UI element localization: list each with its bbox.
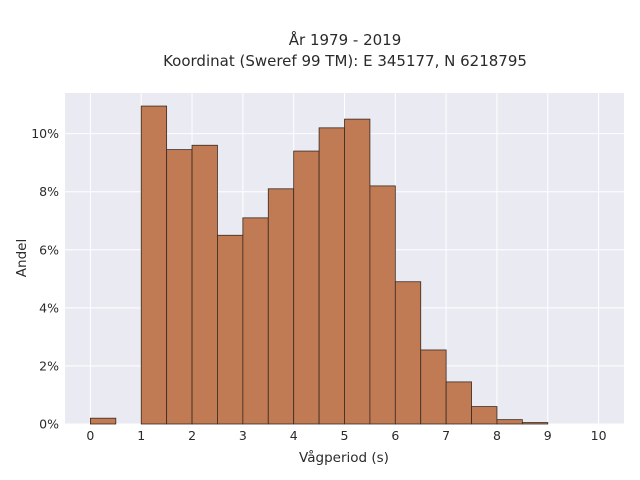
x-tick-labels: 0 1 2 3 4 5 6 7 8 9 10 — [86, 428, 606, 443]
x-tick-label: 2 — [188, 428, 196, 443]
x-tick-label: 8 — [493, 428, 501, 443]
histogram-bar — [293, 150, 320, 425]
histogram-bar — [318, 127, 345, 425]
histogram-bar — [191, 144, 218, 425]
y-tick-label: 6% — [39, 242, 59, 257]
chart-title-line-2: Koordinat (Sweref 99 TM): E 345177, N 62… — [163, 52, 527, 70]
x-tick-label: 9 — [544, 428, 552, 443]
y-tick-label: 10% — [31, 126, 59, 141]
x-tick-label: 6 — [391, 428, 399, 443]
histogram-bar — [445, 381, 472, 425]
y-tick-label: 0% — [39, 417, 59, 432]
chart-title-line-1: År 1979 - 2019 — [289, 30, 402, 49]
histogram-bar — [496, 419, 523, 425]
y-tick-label: 4% — [39, 300, 59, 315]
y-tick-labels: 0% 2% 4% 6% 8% 10% — [31, 126, 59, 431]
x-tick-label: 4 — [290, 428, 298, 443]
x-tick-label: 10 — [591, 428, 607, 443]
x-axis-label: Vågperiod (s) — [299, 449, 389, 466]
histogram-bar — [394, 281, 422, 425]
x-tick-label: 1 — [137, 428, 145, 443]
y-tick-label: 8% — [39, 184, 59, 199]
histogram-bar — [217, 234, 244, 425]
histogram-bar — [242, 217, 269, 425]
histogram-bar — [166, 149, 193, 425]
histogram-bar — [267, 188, 295, 425]
histogram-bar — [90, 417, 117, 425]
histogram-bar — [521, 422, 549, 425]
x-tick-label: 0 — [86, 428, 94, 443]
histogram-bar — [471, 406, 498, 425]
y-tick-label: 2% — [39, 358, 59, 373]
x-tick-label: 7 — [442, 428, 450, 443]
bars-group — [90, 105, 549, 425]
histogram-bar — [344, 118, 371, 425]
histogram-bar — [369, 185, 396, 425]
histogram-bar — [420, 349, 447, 425]
histogram-bar — [140, 105, 168, 425]
x-tick-label: 5 — [341, 428, 349, 443]
y-axis-label: Andel — [14, 239, 30, 277]
x-tick-label: 3 — [239, 428, 247, 443]
